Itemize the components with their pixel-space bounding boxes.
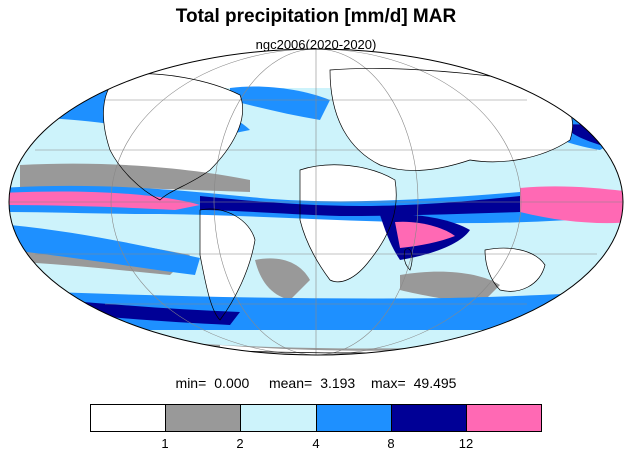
field-itcz-dark xyxy=(200,196,520,216)
colorbar xyxy=(90,404,542,432)
colorbar-tick-0: 1 xyxy=(161,436,169,451)
colorbar-segment-1 xyxy=(166,405,242,431)
field-subtropic-north-pacific xyxy=(20,163,250,192)
field-indian-ocean-pink xyxy=(395,221,455,248)
field-spcz xyxy=(10,225,200,275)
map-field xyxy=(9,49,623,355)
field-eurasia xyxy=(330,68,573,171)
colorbar-tick-3: 8 xyxy=(387,436,395,451)
field-north-atlantic xyxy=(230,86,330,120)
field-warm-pool-pink xyxy=(520,186,623,224)
field-south-america xyxy=(200,209,255,320)
field-subtropic-indian xyxy=(400,271,500,305)
colorbar-tick-2: 4 xyxy=(312,436,320,451)
coast-madagascar xyxy=(403,248,413,271)
stats-line: min= 0.000 mean= 3.193 max= 49.495 xyxy=(0,375,632,391)
stat-max-label: max= xyxy=(371,375,406,391)
coast-south-america xyxy=(199,208,256,321)
stat-mean-value: 3.193 xyxy=(320,375,356,391)
globe-outline xyxy=(8,48,624,356)
graticule xyxy=(9,49,623,355)
stat-max-value: 49.495 xyxy=(413,375,457,391)
map-subtitle: ngc2006(2020-2020) xyxy=(255,37,377,52)
coast-north-america xyxy=(103,73,243,201)
field-africa xyxy=(300,164,397,282)
stat-mean-label: mean= xyxy=(268,375,313,391)
coast-africa xyxy=(299,164,397,283)
colorbar-segment-0 xyxy=(91,405,167,431)
field-southern-ocean-dark xyxy=(60,300,240,325)
field-australia xyxy=(485,248,545,292)
graticule-meridian-120 xyxy=(110,49,522,355)
map-title: Total precipitation [mm/d] MAR xyxy=(175,6,457,27)
colorbar-segment-5 xyxy=(466,405,542,431)
coast-australia xyxy=(484,247,546,292)
colorbar-segment-2 xyxy=(241,405,317,431)
coast-eurasia xyxy=(329,68,573,171)
field-subtropic-south-atlantic xyxy=(255,258,310,300)
stat-min-label: min= xyxy=(175,375,207,391)
graticule-meridian-60 xyxy=(213,49,419,355)
stat-min-value: 0.000 xyxy=(214,375,250,391)
field-itcz-pink-east-pacific xyxy=(9,191,200,210)
colorbar-segment-4 xyxy=(391,405,467,431)
colorbar-tick-4: 12 xyxy=(458,436,474,451)
colorbar-segment-3 xyxy=(316,405,392,431)
colorbar-tick-1: 2 xyxy=(236,436,244,451)
